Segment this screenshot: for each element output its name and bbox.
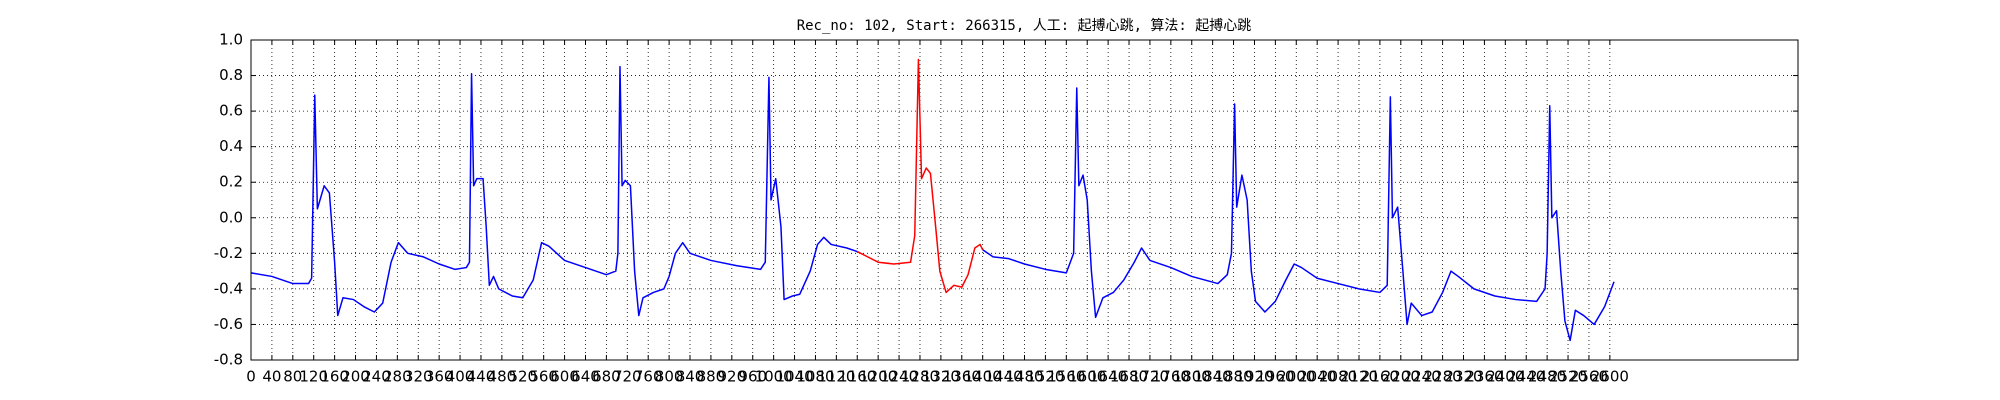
x-tick-label: 1080 xyxy=(796,368,834,386)
x-tick-label: 520 xyxy=(508,368,537,386)
x-tick-label: 1800 xyxy=(1173,368,1211,386)
x-tick-label: 1320 xyxy=(922,368,960,386)
x-tick-label: 720 xyxy=(613,368,642,386)
x-tick-label: 2400 xyxy=(1486,368,1524,386)
y-tick-label: -0.6 xyxy=(214,315,243,333)
y-tick-label: 0.6 xyxy=(219,102,243,120)
x-tick-label: 1720 xyxy=(1131,368,1169,386)
x-tick-label: 1040 xyxy=(775,368,813,386)
x-tick-label: 440 xyxy=(467,368,496,386)
x-tick-label: 600 xyxy=(550,368,579,386)
x-tick-label: 2000 xyxy=(1277,368,1315,386)
x-tick-label: 2360 xyxy=(1465,368,1503,386)
x-tick-label: 240 xyxy=(362,368,391,386)
x-tick-label: 1400 xyxy=(964,368,1002,386)
x-tick-label: 160 xyxy=(320,368,349,386)
x-tick-label: 2440 xyxy=(1507,368,1545,386)
x-tick-label: 200 xyxy=(341,368,370,386)
y-tick-label: 0.8 xyxy=(219,66,243,84)
x-tick-label: 1120 xyxy=(817,368,855,386)
x-tick-label: 840 xyxy=(676,368,705,386)
x-tick-label: 2480 xyxy=(1528,368,1566,386)
y-tick-label: 0.2 xyxy=(219,173,243,191)
x-tick-label: 80 xyxy=(283,368,302,386)
x-tick-label: 2320 xyxy=(1444,368,1482,386)
x-tick-label: 1920 xyxy=(1235,368,1273,386)
x-tick-label: 480 xyxy=(488,368,517,386)
ecg-line xyxy=(250,65,858,317)
x-tick-label: 2240 xyxy=(1403,368,1441,386)
x-tick-label: 760 xyxy=(634,368,663,386)
y-tick-label: 0.4 xyxy=(219,137,243,155)
x-tick-label: 2600 xyxy=(1591,368,1629,386)
x-tick-label: 880 xyxy=(697,368,726,386)
x-tick-label: 2120 xyxy=(1340,368,1378,386)
x-tick-label: 1360 xyxy=(943,368,981,386)
x-tick-label: 1600 xyxy=(1068,368,1106,386)
x-tick-label: 280 xyxy=(383,368,412,386)
x-tick-label: 2280 xyxy=(1424,368,1462,386)
x-tick-label: 1000 xyxy=(755,368,793,386)
x-tick-label: 40 xyxy=(262,368,281,386)
x-tick-label: 360 xyxy=(425,368,454,386)
x-tick-label: 2520 xyxy=(1549,368,1587,386)
x-tick-label: 1240 xyxy=(880,368,918,386)
y-tick-label: 1.0 xyxy=(219,31,243,49)
x-tick-label: 2160 xyxy=(1361,368,1399,386)
x-tick-label: 680 xyxy=(592,368,621,386)
ecg-line xyxy=(856,58,984,294)
x-tick-label: 1640 xyxy=(1089,368,1127,386)
x-tick-label: 120 xyxy=(299,368,328,386)
x-tick-label: 2560 xyxy=(1570,368,1608,386)
x-tick-label: 1280 xyxy=(901,368,939,386)
x-tick-label: 1520 xyxy=(1026,368,1064,386)
plot-frame xyxy=(250,39,1799,361)
x-tick-label: 2040 xyxy=(1298,368,1336,386)
ecg-line xyxy=(982,87,1615,342)
x-tick-label: 1680 xyxy=(1110,368,1148,386)
x-tick-label: 640 xyxy=(571,368,600,386)
x-tick-label: 320 xyxy=(404,368,433,386)
y-tick-label: -0.2 xyxy=(214,244,243,262)
x-tick-label: 1200 xyxy=(859,368,897,386)
x-tick-label: 920 xyxy=(718,368,747,386)
x-tick-label: 800 xyxy=(655,368,684,386)
x-tick-label: 2080 xyxy=(1319,368,1357,386)
x-tick-label: 1960 xyxy=(1256,368,1294,386)
x-tick-label: 1160 xyxy=(838,368,876,386)
x-tick-label: 1760 xyxy=(1152,368,1190,386)
chart-title: Rec_no: 102, Start: 266315, 人工: 起搏心跳, 算法… xyxy=(797,17,1252,34)
y-tick-label: -0.8 xyxy=(214,351,243,369)
x-tick-label: 1560 xyxy=(1047,368,1085,386)
x-tick-label: 960 xyxy=(738,368,767,386)
x-tick-label: 1440 xyxy=(985,368,1023,386)
x-tick-label: 2200 xyxy=(1382,368,1420,386)
y-tick-label: -0.4 xyxy=(214,279,243,297)
x-tick-label: 560 xyxy=(529,368,558,386)
x-tick-label: 1840 xyxy=(1194,368,1232,386)
x-tick-label: 1480 xyxy=(1005,368,1043,386)
x-tick-label: 0 xyxy=(246,368,256,386)
y-tick-label: 0.0 xyxy=(219,208,243,226)
x-tick-label: 1880 xyxy=(1214,368,1252,386)
x-tick-label: 400 xyxy=(446,368,475,386)
